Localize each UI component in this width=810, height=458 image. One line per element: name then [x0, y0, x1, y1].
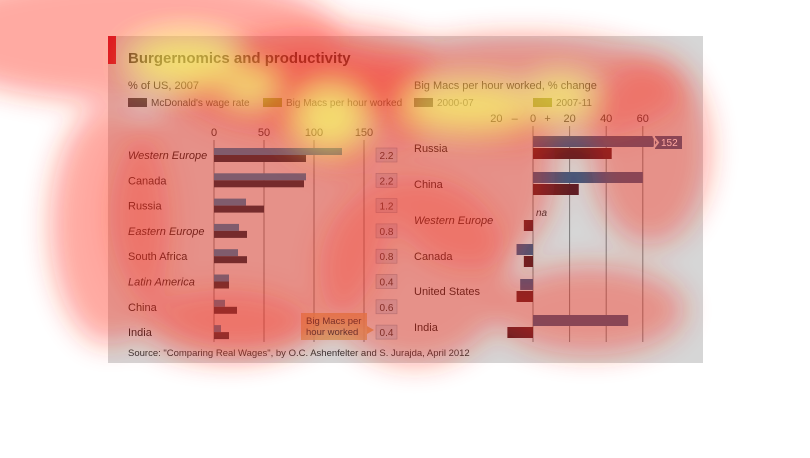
heatmap-hotspot — [225, 72, 275, 100]
right-bar-2000-07 — [533, 148, 612, 159]
callout-label-2: hour worked — [306, 327, 358, 338]
heatmap-warm-region — [50, 105, 170, 345]
heatmap-warm-region — [495, 265, 685, 355]
right-bar-2000-07 — [523, 256, 533, 267]
right-bar-2007-11 — [516, 244, 533, 255]
right-bar-2000-07 — [533, 184, 579, 195]
heatmap-hotspot — [297, 89, 363, 147]
left-legend-swatch-wage — [128, 98, 147, 107]
heatmap-hotspot — [406, 86, 534, 126]
attention-heatmap-overlay — [0, 0, 710, 365]
heatmap-warm-region — [320, 175, 510, 365]
heatmap-warm-region — [140, 290, 310, 360]
right-bar-2007-11 — [533, 172, 643, 183]
heatmap-warm-region — [225, 25, 435, 95]
heatmap-hotspot — [530, 80, 590, 116]
heatmap-hotspot — [133, 39, 237, 85]
source-note: Source: "Comparing Real Wages", by O.C. … — [128, 348, 470, 359]
heatmap-warm-region — [590, 55, 710, 245]
